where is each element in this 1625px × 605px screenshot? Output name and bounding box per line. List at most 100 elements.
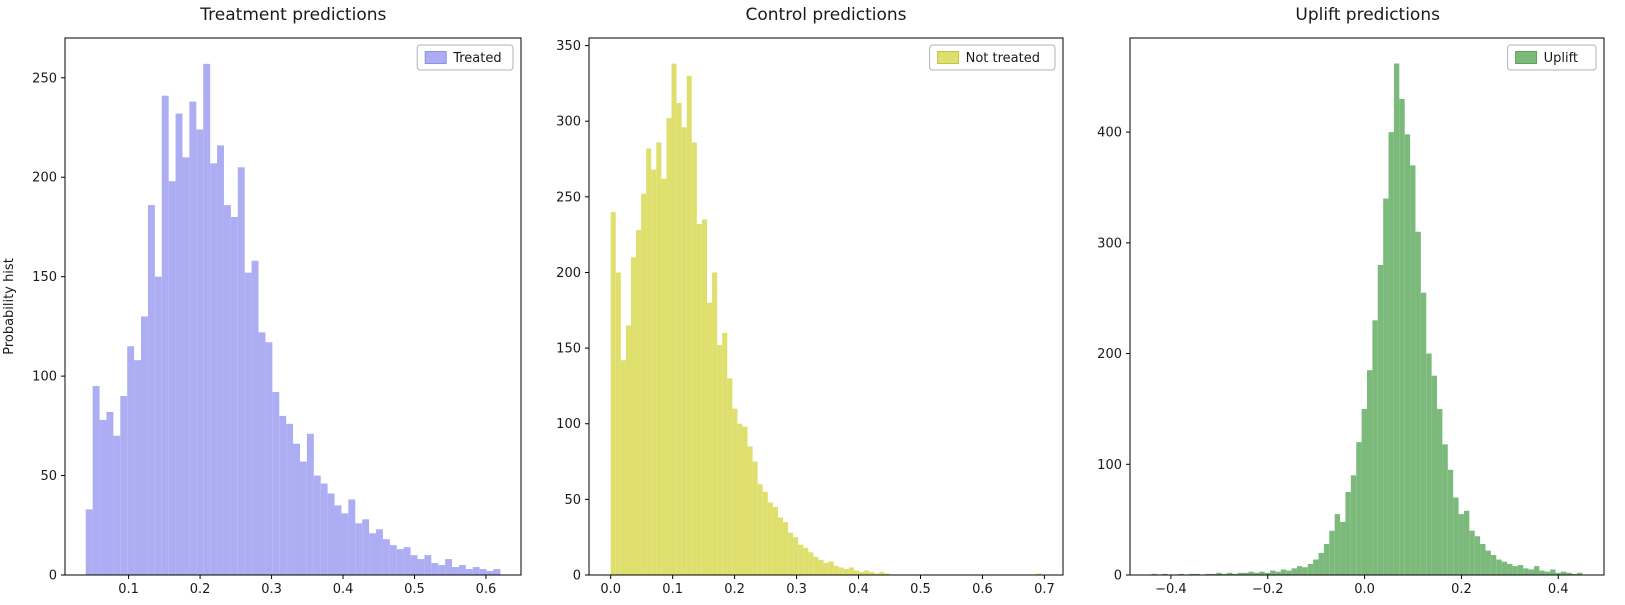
histogram-bar <box>417 559 425 575</box>
histogram-bar <box>808 552 814 575</box>
x-tick-label: −0.4 <box>1155 582 1187 597</box>
histogram-bar <box>1437 408 1443 575</box>
legend-swatch <box>936 51 959 64</box>
legend-box <box>928 44 1056 71</box>
histogram-bar <box>1523 568 1529 575</box>
histogram-bar <box>134 360 142 575</box>
histogram-bar <box>154 276 162 575</box>
histogram-bar <box>265 342 273 575</box>
histogram-bar <box>757 484 763 575</box>
histogram-bar <box>721 332 727 575</box>
x-tick-label: 0.0 <box>1355 582 1376 597</box>
histogram-bar <box>196 129 204 575</box>
histogram-bar <box>382 539 390 575</box>
histogram-bar <box>787 532 793 575</box>
histogram-bar <box>676 103 682 575</box>
histogram-bar <box>1442 444 1449 575</box>
histogram-bar <box>1453 497 1459 575</box>
histogram-bar <box>752 461 758 575</box>
chart-panel-control: Control predictions 0.0 0.1 0.2 0.3 0.4 0.5 0.… <box>542 0 1084 605</box>
y-tick-label: 350 <box>556 39 581 54</box>
histogram-bar <box>640 193 646 575</box>
control-histogram-plot: 0.0 0.1 0.2 0.3 0.4 0.5 0.6 0.7 0 50 100 150 200 250 3… <box>556 37 1064 597</box>
histogram-bar <box>258 332 266 575</box>
histogram-bar <box>762 491 768 575</box>
y-tick-label: 200 <box>1098 347 1123 362</box>
histogram-bar <box>306 433 314 575</box>
histogram-bar <box>161 95 169 575</box>
treatment-histogram-plot: 0.1 0.2 0.3 0.4 0.5 0.6 0 50 100 150 200 250 Probabi… <box>2 37 522 597</box>
histogram-bar <box>696 224 702 576</box>
histogram-bar <box>1254 572 1260 575</box>
histogram-bar <box>772 506 778 575</box>
histogram-bar <box>873 573 879 575</box>
histogram-bar <box>431 563 439 575</box>
histogram-bar <box>389 545 397 575</box>
chart-title: Uplift predictions <box>1295 5 1440 25</box>
histogram-bar <box>1507 563 1513 575</box>
chart-panel-treatment: Treatment predictions 0.1 0.2 0.3 0.4 0.5 0.6… <box>0 0 542 605</box>
legend-label: Uplift <box>1544 51 1578 66</box>
histogram-bar <box>615 272 621 575</box>
histogram-bar <box>168 181 176 575</box>
histogram-bar <box>661 178 667 575</box>
histogram-bar <box>625 325 631 575</box>
y-tick-label: 250 <box>32 71 57 86</box>
histogram-bar <box>1335 514 1341 575</box>
histogram-bar <box>716 345 722 575</box>
histogram-bar <box>362 519 370 575</box>
histogram-bar <box>327 493 335 575</box>
histogram-bar <box>818 559 824 575</box>
histogram-bar <box>1205 573 1212 575</box>
histogram-bar <box>1372 320 1379 575</box>
y-tick-label: 100 <box>1098 458 1123 473</box>
x-tick-label: 0.7 <box>1034 582 1055 597</box>
histogram-bar <box>189 101 197 576</box>
plot-frame <box>64 37 522 576</box>
histogram-bar <box>1491 555 1497 575</box>
histogram-bar <box>1496 559 1503 575</box>
histogram-bar <box>1421 292 1427 575</box>
histogram-bar <box>737 423 743 575</box>
plot-frame <box>588 37 1064 576</box>
legend-swatch <box>1515 51 1538 64</box>
histogram-bar <box>1394 63 1400 576</box>
histogram-bar <box>1383 198 1389 575</box>
histogram-bar <box>1464 510 1470 575</box>
histogram-bar <box>726 378 732 575</box>
histogram-bar <box>1216 572 1222 575</box>
y-tick-label: 250 <box>556 190 581 205</box>
histogram-bar <box>691 142 697 576</box>
histogram-bar <box>843 568 849 575</box>
histogram-bar <box>1378 264 1384 575</box>
histogram-bar <box>1248 571 1255 575</box>
y-tick-label: 200 <box>556 266 581 281</box>
histogram-bar <box>1367 370 1373 575</box>
histogram-bar <box>1162 573 1169 575</box>
histogram-bar <box>1512 566 1519 575</box>
histogram-bar <box>711 272 717 575</box>
histogram-bar <box>797 544 803 575</box>
histogram-bar <box>742 426 748 575</box>
histogram-bar <box>1270 570 1276 575</box>
x-tick-label: 0.2 <box>190 582 211 597</box>
histogram-bar <box>1313 559 1319 575</box>
histogram-bar <box>1265 572 1271 575</box>
uplift-histogram-plot: −0.4 −0.2 0.0 0.2 0.4 0 100 200 300 400 Uplift <box>1098 37 1605 597</box>
histogram-bar <box>299 461 307 575</box>
x-tick-label: −0.2 <box>1252 582 1284 597</box>
x-tick-label: 0.1 <box>118 582 139 597</box>
histogram-bar <box>445 559 453 575</box>
histogram-bar <box>1178 573 1185 575</box>
y-tick-label: 0 <box>572 569 580 584</box>
legend-label: Not treated <box>965 51 1039 66</box>
histogram-bar <box>792 537 798 575</box>
x-tick-label: 0.3 <box>261 582 282 597</box>
histogram-bar <box>286 423 294 575</box>
histogram-bar <box>458 565 466 575</box>
chart-title: Control predictions <box>745 5 907 25</box>
histogram-bar <box>1194 573 1201 575</box>
histogram-bar <box>1469 530 1476 575</box>
histogram-bar <box>878 571 885 575</box>
